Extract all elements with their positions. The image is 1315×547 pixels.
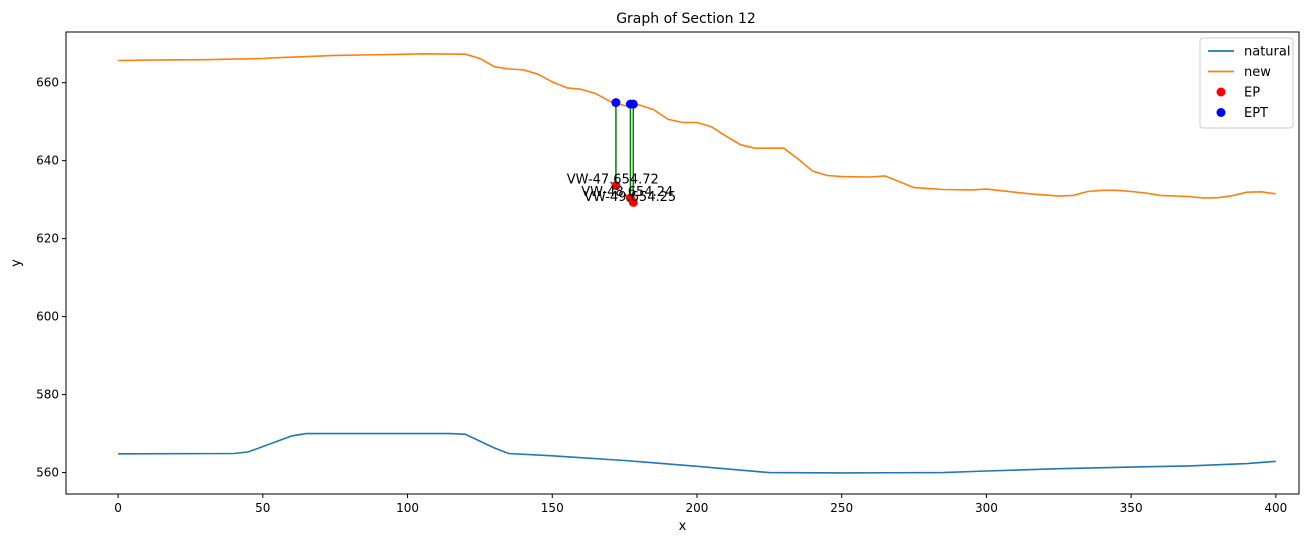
x-tick-label: 250 [830, 501, 853, 515]
point-EP [611, 181, 621, 191]
chart-title: Graph of Section 12 [616, 11, 756, 27]
point-EP [628, 197, 638, 207]
y-tick-label: 560 [36, 466, 59, 480]
x-axis-label: x [679, 519, 687, 534]
y-tick-label: 660 [36, 76, 59, 90]
legend-label-EPT: EPT [1244, 106, 1268, 121]
x-tick-label: 50 [255, 501, 270, 515]
point-EPT [628, 99, 638, 109]
legend-label-EP: EP [1244, 86, 1260, 101]
legend: natural new EP EPT [1199, 37, 1294, 129]
legend-box [1199, 37, 1294, 129]
series-line-natural [118, 432, 1276, 474]
legend-label-new: new [1244, 65, 1271, 80]
legend-swatch-EP [1216, 87, 1226, 97]
legend-swatch-EPT [1216, 108, 1226, 117]
axis-ticks: 0 50 100 150 200 250 300 350 400 560 580 600 620 640 6… [36, 76, 1287, 515]
x-tick-label: 350 [1120, 501, 1143, 515]
y-tick-label: 580 [36, 388, 59, 402]
annotation-label: VW-47.654.72 [567, 173, 659, 188]
legend-label-natural: natural [1244, 45, 1290, 60]
annotation-label: VW-49.654.25 [584, 190, 676, 205]
series-line-new [118, 52, 1276, 199]
x-tick-label: 300 [975, 501, 998, 515]
y-axis-label: y [9, 259, 24, 267]
x-tick-label: 0 [114, 501, 122, 515]
x-tick-label: 100 [396, 501, 419, 515]
x-tick-label: 200 [686, 501, 709, 515]
y-tick-label: 600 [36, 310, 59, 324]
y-tick-label: 620 [36, 232, 59, 246]
annotation-label: VW-48.654.24 [581, 185, 673, 200]
x-tick-label: 400 [1264, 501, 1287, 515]
point-EPT [611, 98, 621, 108]
x-tick-label: 150 [541, 501, 564, 515]
y-tick-label: 640 [36, 154, 59, 168]
plot-frame [65, 31, 1300, 495]
